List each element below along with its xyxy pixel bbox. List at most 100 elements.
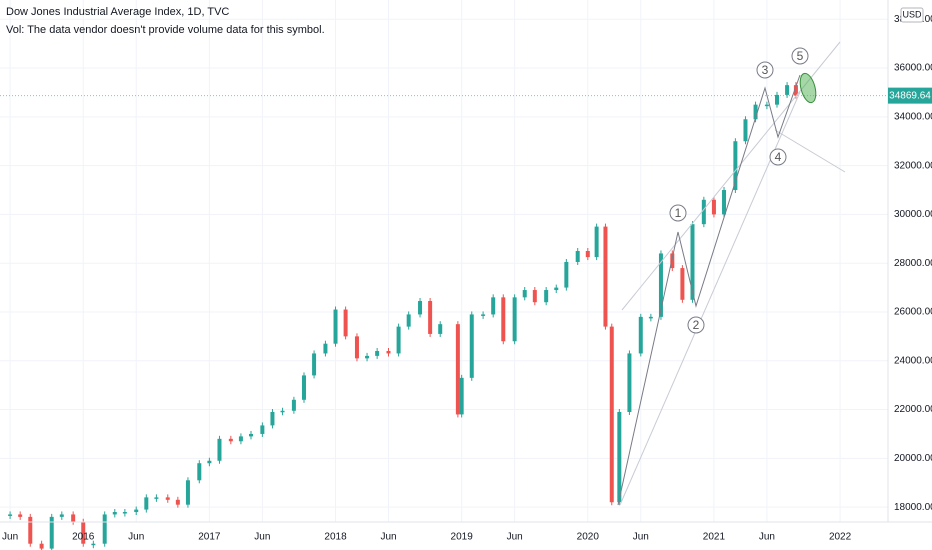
- candle: [122, 511, 127, 514]
- candle: [270, 411, 275, 426]
- wave-labels: 1 2 3 4 5: [669, 47, 809, 334]
- candle: [91, 543, 96, 546]
- candle: [102, 514, 107, 544]
- x-tick-label: Jun: [254, 532, 270, 543]
- candle: [165, 497, 170, 500]
- candle: [764, 104, 769, 107]
- candle: [343, 309, 348, 337]
- candle: [8, 514, 13, 516]
- candle: [249, 433, 254, 437]
- y-tick-label: 36000.00: [894, 63, 932, 74]
- currency[interactable]: USD: [902, 9, 922, 19]
- x-tick-label: Jun: [633, 532, 649, 543]
- y-tick-label: 32000.00: [894, 160, 932, 171]
- candle: [603, 226, 608, 327]
- last-price-label: 34869.64: [889, 90, 931, 101]
- candle: [544, 290, 549, 303]
- candle: [154, 497, 159, 499]
- volume-note: Vol: The data vendor doesn't provide vol…: [6, 24, 325, 36]
- candle: [312, 353, 317, 376]
- y-tick-label: 28000.00: [894, 258, 932, 269]
- candle: [365, 355, 370, 359]
- candle: [459, 377, 464, 415]
- currency-box[interactable]: [900, 7, 924, 23]
- wave-label: 4: [775, 150, 782, 164]
- candle: [564, 261, 569, 288]
- y-tick-label: 26000.00: [894, 307, 932, 318]
- candle: [333, 309, 338, 344]
- candle: [260, 425, 265, 434]
- candle: [438, 324, 443, 334]
- wave-circle: [791, 47, 809, 65]
- candle: [638, 316, 643, 354]
- y-tick-label: 20000.00: [894, 453, 932, 464]
- candle: [733, 141, 738, 191]
- wave-label: 5: [797, 49, 804, 63]
- candle: [722, 190, 727, 215]
- wave-circle: [769, 148, 787, 166]
- x-tick-label: 2018: [324, 532, 347, 543]
- candle: [386, 351, 391, 354]
- candle: [18, 514, 23, 517]
- candle: [481, 314, 486, 316]
- x-tick-label: 2019: [451, 532, 474, 543]
- candle: [594, 226, 599, 258]
- candle: [701, 199, 706, 225]
- x-tick-label: 2022: [829, 532, 852, 543]
- wave-circle: [687, 316, 705, 334]
- wave-label: 1: [675, 206, 682, 220]
- x-tick-label: Jun: [507, 532, 523, 543]
- candle: [532, 290, 537, 303]
- x-tick-label: 2016: [72, 532, 95, 543]
- last-price-tag: [888, 87, 932, 104]
- candle: [217, 438, 222, 461]
- x-tick-label: Jun: [380, 532, 396, 543]
- candle: [185, 480, 190, 505]
- candle: [680, 268, 685, 300]
- plot: [0, 82, 888, 550]
- candle: [49, 516, 54, 549]
- candle: [575, 250, 580, 262]
- candle: [134, 509, 139, 512]
- candle: [396, 326, 401, 354]
- candle: [197, 463, 202, 481]
- candle: [491, 297, 496, 315]
- candle: [455, 324, 460, 415]
- candle: [775, 94, 779, 105]
- candle: [522, 290, 527, 298]
- x-tick-label: 2021: [703, 532, 726, 543]
- candle: [469, 314, 474, 378]
- y-tick-label: 34000.00: [894, 111, 932, 122]
- candle: [743, 119, 748, 142]
- y-tick-label: 18000.00: [894, 502, 932, 513]
- candle: [112, 511, 117, 515]
- candle: [501, 297, 506, 342]
- symbol-title: Dow Jones Industrial Average Index, 1D, …: [6, 6, 229, 18]
- candle: [59, 514, 64, 517]
- x-tick-label: Jun: [2, 532, 18, 543]
- candle: [291, 399, 296, 411]
- y-tick-label: 24000.00: [894, 355, 932, 366]
- candle: [785, 85, 790, 95]
- candle: [512, 297, 517, 342]
- candle: [648, 316, 653, 319]
- candle: [280, 410, 285, 413]
- highlight-ellipse: [799, 72, 817, 104]
- candle: [585, 250, 590, 258]
- candle: [670, 253, 675, 269]
- candle: [753, 104, 758, 120]
- candle: [617, 411, 622, 503]
- x-tick-label: 2020: [577, 532, 600, 543]
- candle: [207, 460, 212, 464]
- candle: [323, 343, 328, 354]
- candle: [793, 85, 798, 96]
- candle: [144, 497, 149, 510]
- channel-line: [774, 129, 846, 173]
- candle: [627, 353, 632, 412]
- wave-path: [617, 74, 801, 506]
- x-tick-label: 2017: [198, 532, 221, 543]
- candle: [375, 351, 380, 356]
- candle: [238, 436, 243, 442]
